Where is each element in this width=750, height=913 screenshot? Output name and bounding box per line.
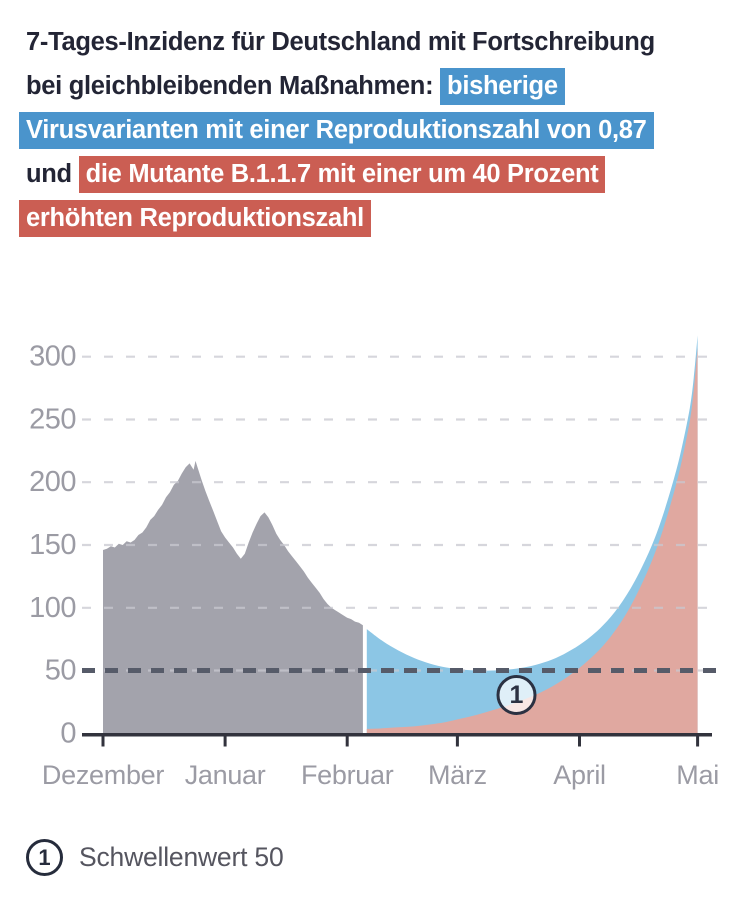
title-line-3: Virusvarianten mit einer Reproduktionsza… [19, 108, 738, 152]
title-highlight-red: die Mutante B.1.1.7 mit einer um 40 Proz… [78, 156, 606, 193]
title-line-5: erhöhten Reproduktionszahl [19, 196, 738, 240]
title-text-segment: 7-Tages-Inzidenz für Deutschland mit For… [26, 28, 655, 56]
x-axis-label-april: April [553, 760, 606, 790]
history-area [103, 460, 363, 734]
projection-b117-area [366, 347, 698, 734]
threshold-legend-label: Schwellenwert 50 [79, 842, 284, 872]
threshold-legend: 1 Schwellenwert 50 [26, 839, 284, 876]
chart-title: 7-Tages-Inzidenz für Deutschland mit For… [19, 20, 738, 240]
x-axis-label-dezember: Dezember [42, 760, 164, 790]
y-axis-label-300: 300 [29, 341, 76, 373]
x-axis-label-mai: Mai [676, 760, 719, 790]
x-axis-label-februar: Februar [301, 760, 394, 790]
y-axis-label-200: 200 [29, 466, 76, 498]
y-axis-label-50: 50 [45, 655, 76, 687]
title-highlight-blue: bisherige [440, 68, 565, 105]
x-axis-label-märz: März [428, 760, 487, 790]
title-line-2: bei gleichbleibenden Maßnahmen: bisherig… [26, 64, 738, 108]
x-axis-label-januar: Januar [185, 760, 266, 790]
title-text-segment: und [26, 160, 79, 188]
threshold-marker-badge: 1 [26, 839, 63, 876]
title-highlight-blue: Virusvarianten mit einer Reproduktionsza… [19, 112, 654, 149]
threshold-marker-circle [496, 675, 537, 715]
title-text-segment: bei gleichbleibenden Maßnahmen: [26, 72, 441, 100]
y-axis-label-100: 100 [29, 592, 76, 624]
y-axis-label-0: 0 [60, 717, 76, 749]
y-axis-label-250: 250 [29, 404, 76, 436]
y-axis-label-150: 150 [29, 529, 76, 561]
title-line-4: und die Mutante B.1.1.7 mit einer um 40 … [26, 152, 738, 196]
title-highlight-red: erhöhten Reproduktionszahl [19, 200, 371, 237]
title-line-1: 7-Tages-Inzidenz für Deutschland mit For… [26, 20, 738, 64]
threshold-marker-number: 1 [510, 681, 524, 709]
